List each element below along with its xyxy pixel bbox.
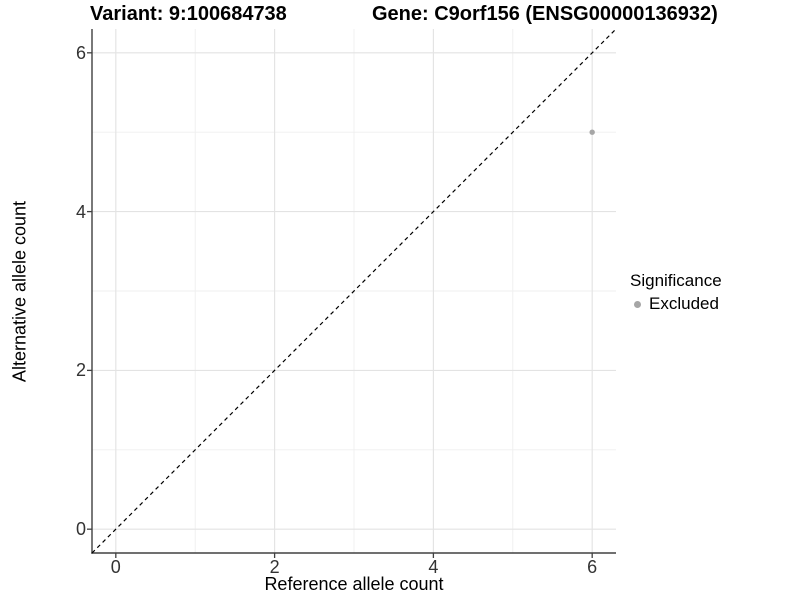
x-tick-label-6: 6 <box>587 557 598 577</box>
data-point <box>589 129 595 135</box>
y-tick-label-4: 4 <box>75 201 86 222</box>
legend-item-label: Excluded <box>649 294 719 313</box>
legend-key-dot <box>634 300 641 308</box>
x-tick-label-0: 0 <box>110 557 121 577</box>
y-tick-label-0: 0 <box>75 519 86 540</box>
legend-title: Significance <box>630 271 722 290</box>
legend: Significance Excluded <box>630 271 722 314</box>
x-axis-title: Reference allele count <box>264 574 444 594</box>
y-tick-label-6: 6 <box>75 42 86 63</box>
plot-title-variant: Variant: 9:100684738 <box>90 3 287 25</box>
plot-title-gene: Gene: C9orf156 (ENSG00000136932) <box>372 3 718 25</box>
y-tick-label-2: 2 <box>75 360 86 381</box>
legend-item-excluded: Excluded <box>630 294 722 314</box>
x-tick-label-4: 4 <box>428 557 439 577</box>
identity-dashed-line <box>91 28 617 554</box>
y-axis-title: Alternative allele count <box>9 200 30 383</box>
x-tick-label-2: 2 <box>269 557 280 577</box>
